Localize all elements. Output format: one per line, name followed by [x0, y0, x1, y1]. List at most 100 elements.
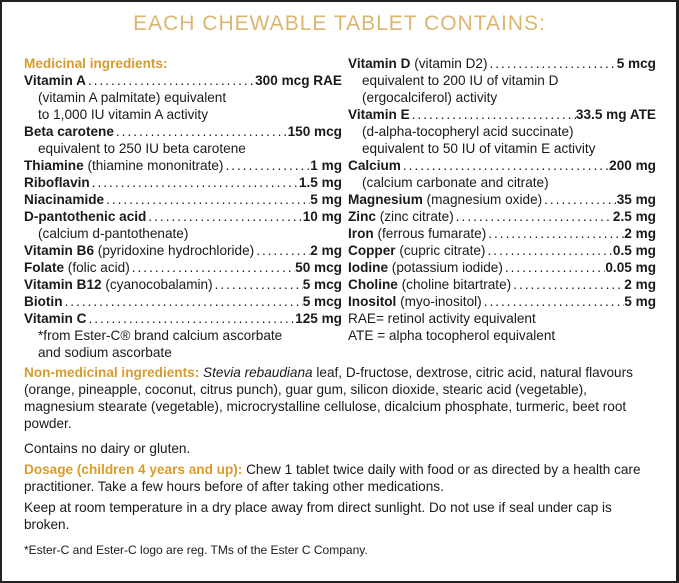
ingredient-amount: 150 mcg	[287, 124, 342, 139]
ingredients-right-column: Vitamin D (vitamin D2) 5 mcg equivalent to…	[348, 55, 656, 344]
ingredient-name: Vitamin A	[24, 73, 86, 88]
ingredient-name: Niacinamide	[24, 192, 105, 207]
ingredient-name: Vitamin E	[348, 107, 410, 122]
ingredient-amount: 300 mcg RAE	[255, 73, 342, 88]
ingredient-name: Magnesium	[348, 192, 423, 207]
ingredient-row: Riboflavin 1.5 mg	[24, 174, 342, 191]
ingredient-amount: 5 mcg	[302, 294, 342, 309]
ingredient-note: equivalent to 50 IU of vitamin E activit…	[362, 141, 596, 156]
dot-leader	[401, 157, 609, 174]
ingredient-amount: 35 mg	[616, 192, 656, 207]
rae-note: RAE= retinol activity equivalent	[348, 311, 536, 326]
ate-note: ATE = alpha tocopherol equivalent	[348, 328, 556, 343]
ingredient-row: Biotin 5 mcg	[24, 293, 342, 310]
ingredient-row: Vitamin B6 (pyridoxine hydrochloride) 2 m…	[24, 242, 342, 259]
dot-leader	[410, 106, 576, 123]
ingredient-name: Vitamin D	[348, 56, 411, 71]
ingredient-row: Vitamin B12 (cyanocobalamin) 5 mcg	[24, 276, 342, 293]
dot-leader	[130, 259, 295, 276]
ingredients-left-column: Medicinal ingredients: Vitamin A 300 mcg …	[24, 55, 342, 361]
ingredient-name: Calcium	[348, 158, 401, 173]
ingredient-row: Beta carotene 150 mcg	[24, 123, 342, 140]
ingredient-name: D-pantothenic acid	[24, 209, 147, 224]
ingredient-note: (vitamin A palmitate) equivalent	[38, 90, 227, 105]
ingredient-note: *from Ester-C® brand calcium ascorbate	[38, 328, 283, 343]
ingredient-row: D-pantothenic acid 10 mg	[24, 208, 342, 225]
dot-leader	[104, 191, 310, 208]
ingredient-source: (myo-inositol)	[396, 294, 482, 309]
ingredient-row: Vitamin D (vitamin D2) 5 mcg	[348, 55, 656, 72]
dot-leader	[63, 293, 303, 310]
bottom-section: Non-medicinal ingredients: Stevia rebaud…	[24, 364, 660, 558]
dot-leader	[223, 157, 310, 174]
dot-leader	[86, 72, 255, 89]
dot-leader	[213, 276, 303, 293]
ingredient-source: (pyridoxine hydrochloride)	[94, 243, 255, 258]
non-medicinal-section: Non-medicinal ingredients: Stevia rebaud…	[24, 364, 660, 432]
ingredient-amount: 0.05 mg	[605, 260, 656, 275]
dosage-section: Dosage (children 4 years and up): Chew 1…	[24, 461, 660, 495]
dot-leader	[454, 208, 613, 225]
dosage-text: Chew 1 tablet twice daily with food or a…	[24, 462, 641, 494]
ingredient-note: equivalent to 200 IU of vitamin D	[362, 73, 559, 88]
ingredient-amount: 1 mg	[310, 158, 342, 173]
ingredient-name: Vitamin B12	[24, 277, 102, 292]
ingredient-note: equivalent to 250 IU beta carotene	[38, 141, 246, 156]
ingredient-amount: 0.5 mg	[612, 243, 656, 258]
ingredient-amount: 5 mg	[624, 294, 656, 309]
ingredient-row: Calcium 200 mg	[348, 157, 656, 174]
ingredient-row: Copper (cupric citrate) 0.5 mg	[348, 242, 656, 259]
ingredient-source: (cyanocobalamin)	[101, 277, 213, 292]
storage-note: Keep at room temperature in a dry place …	[24, 500, 612, 532]
ingredient-source: (cupric citrate)	[395, 243, 486, 258]
ingredient-source: (ferrous fumarate)	[373, 226, 487, 241]
ingredient-row: Iodine (potassium iodide) 0.05 mg	[348, 259, 656, 276]
ingredient-amount: 50 mcg	[295, 260, 342, 275]
ingredient-row: Magnesium (magnesium oxide) 35 mg	[348, 191, 656, 208]
ingredient-name: Vitamin B6	[24, 243, 95, 258]
ingredient-amount: 5 mg	[310, 192, 342, 207]
ingredient-row: Vitamin E 33.5 mg ATE	[348, 106, 656, 123]
ingredient-name: Riboflavin	[24, 175, 90, 190]
ingredient-source: (choline bitartrate)	[397, 277, 512, 292]
ingredient-note: and sodium ascorbate	[38, 345, 172, 360]
ingredient-amount: 2 mg	[624, 277, 656, 292]
non-medicinal-text: leaf, D-fructose, dextrose, citric acid,…	[24, 365, 633, 431]
ingredient-row: Vitamin C 125 mg	[24, 310, 342, 327]
dot-leader	[146, 208, 302, 225]
ingredient-source: (zinc citrate)	[375, 209, 454, 224]
ingredient-amount: 200 mg	[609, 158, 656, 173]
ingredient-row: Iron (ferrous fumarate) 2 mg	[348, 225, 656, 242]
footnote: *Ester-C and Ester-C logo are reg. TMs o…	[24, 543, 368, 557]
ingredient-note: (d-alpha-tocopheryl acid succinate)	[362, 124, 574, 139]
ingredient-amount: 5 mcg	[302, 277, 342, 292]
dot-leader	[488, 55, 617, 72]
ingredient-source: (vitamin D2)	[410, 56, 488, 71]
contains-note: Contains no dairy or gluten.	[24, 441, 191, 456]
ingredient-name: Inositol	[348, 294, 397, 309]
ingredient-name: Beta carotene	[24, 124, 114, 139]
ingredient-note: to 1,000 IU vitamin A activity	[38, 107, 209, 122]
dot-leader	[503, 259, 606, 276]
ingredient-name: Zinc	[348, 209, 376, 224]
ingredient-amount: 2 mg	[310, 243, 342, 258]
ingredient-amount: 2 mg	[624, 226, 656, 241]
ingredient-note: (calcium d-pantothenate)	[38, 226, 189, 241]
ingredient-amount: 2.5 mg	[612, 209, 656, 224]
dot-leader	[542, 191, 617, 208]
ingredient-name: Folate	[24, 260, 65, 275]
label-title: EACH CHEWABLE TABLET CONTAINS:	[133, 12, 546, 35]
ingredient-source: (potassium iodide)	[388, 260, 503, 275]
dosage-heading: Dosage (children 4 years and up):	[24, 462, 243, 477]
ingredient-amount: 10 mg	[302, 209, 342, 224]
ingredient-name: Thiamine	[24, 158, 84, 173]
ingredient-row: Choline (choline bitartrate) 2 mg	[348, 276, 656, 293]
ingredient-note: (ergocalciferol) activity	[362, 90, 498, 105]
ingredient-name: Iodine	[348, 260, 389, 275]
ingredient-name: Copper	[348, 243, 396, 258]
ingredient-name: Iron	[348, 226, 374, 241]
ingredient-row: Folate (folic acid) 50 mcg	[24, 259, 342, 276]
ingredient-amount: 5 mcg	[616, 56, 656, 71]
ingredient-source: (magnesium oxide)	[422, 192, 543, 207]
